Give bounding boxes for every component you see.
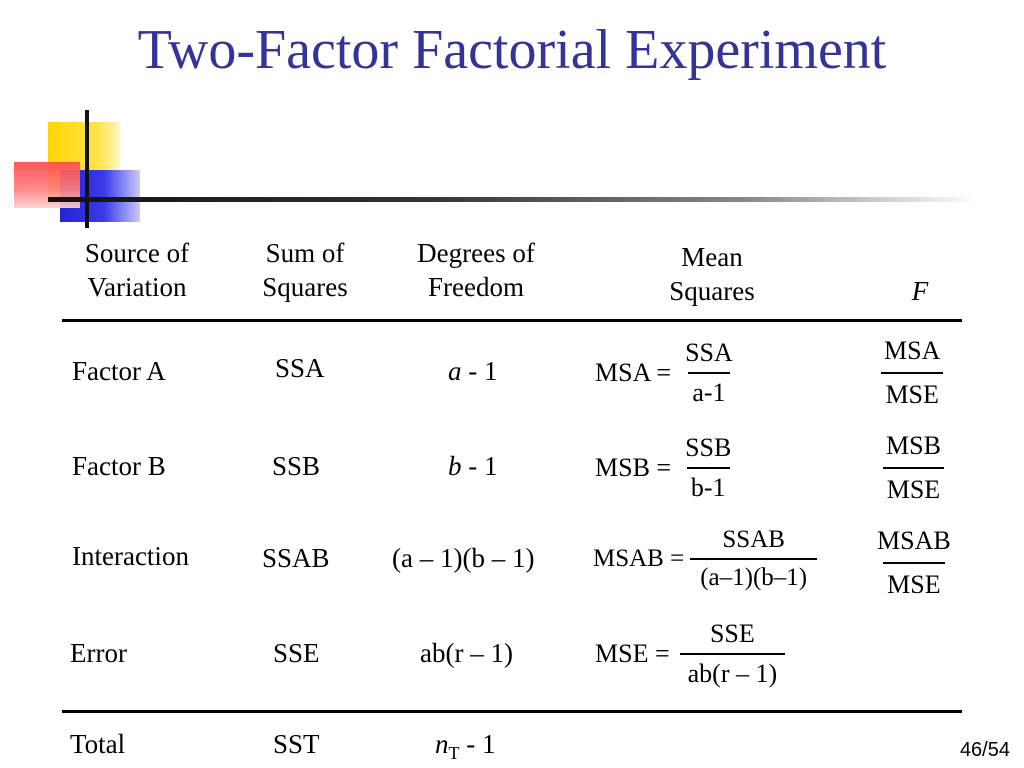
source-interaction: Interaction — [72, 541, 189, 571]
f-factor-a: MSA MSE — [880, 336, 944, 410]
df-error: ab(r – 1) — [420, 638, 513, 668]
ss-error: SSE — [273, 638, 320, 668]
df-factor-a: a - 1 — [448, 356, 498, 386]
ms-error: MSE = SSE ab(r – 1) — [595, 619, 786, 689]
df-factor-b: b - 1 — [448, 451, 498, 481]
ss-interaction: SSAB — [262, 543, 330, 573]
ms-factor-b: MSB = SSB b-1 — [595, 433, 732, 502]
logo-vertical-line — [85, 110, 89, 228]
page-number: 46/54 — [959, 739, 1010, 761]
ss-total: SST — [273, 729, 320, 759]
source-factor-b: Factor B — [72, 451, 166, 481]
f-factor-b: MSB MSE — [882, 431, 945, 505]
ss-factor-b: SSB — [272, 451, 321, 481]
header-f: F — [911, 276, 929, 306]
header-source: Source of Variation — [84, 238, 190, 302]
slide-title: Two-Factor Factorial Experiment — [137, 19, 887, 81]
source-total: Total — [70, 729, 126, 759]
df-interaction: (a – 1)(b – 1) — [392, 543, 535, 573]
f-interaction: MSAB MSE — [877, 526, 951, 599]
header-rule — [62, 319, 962, 322]
header-sum-of-squares: Sum of Squares — [262, 238, 348, 302]
df-total: nT - 1 — [435, 729, 496, 763]
ms-interaction: MSAB = SSAB (a–1)(b–1) — [593, 526, 818, 592]
source-factor-a: Factor A — [72, 356, 166, 386]
header-degrees-of-freedom: Degrees of Freedom — [417, 238, 535, 302]
ms-factor-a: MSA = SSA a-1 — [595, 338, 733, 407]
total-rule — [62, 710, 962, 713]
title-underline — [48, 197, 978, 202]
source-error: Error — [70, 638, 127, 668]
header-mean-squares: Mean Squares — [669, 242, 755, 306]
ss-factor-a: SSA — [275, 353, 325, 383]
